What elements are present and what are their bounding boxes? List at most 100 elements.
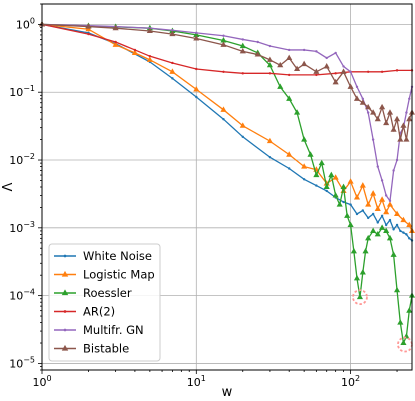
data-point [241,38,244,41]
data-point [408,97,411,100]
series-ar-2 [40,23,414,77]
data-point [146,27,153,34]
data-point [287,73,291,77]
data-point [379,224,386,230]
data-point [365,234,372,241]
data-point [379,103,386,110]
series-layer [38,21,415,346]
data-point [332,192,339,198]
data-point [370,227,377,233]
data-point [131,49,138,55]
data-point [268,44,272,48]
data-point [114,40,117,44]
data-point [400,122,407,128]
data-point [355,85,359,89]
data-point [406,221,413,228]
y-tick-label: 10−1 [9,84,35,99]
series-line [41,23,413,140]
data-point [112,41,119,47]
data-point [359,99,366,105]
legend-entry: Logistic Map [54,268,155,282]
y-tick-label: 100 [16,16,35,31]
data-point [370,190,377,196]
data-point [171,77,174,80]
data-point [254,51,261,57]
x-tick-label: 102 [341,374,360,389]
data-point [365,201,372,207]
data-point [408,237,411,240]
data-point [371,212,375,216]
data-point [402,231,405,234]
legend-entry: Multifr. GN [54,323,144,337]
data-point [171,61,174,65]
data-point [277,83,284,89]
data-point [340,68,347,74]
data-point [399,229,402,233]
data-point [356,293,364,300]
data-point [313,171,320,178]
data-point [287,48,291,52]
data-point [374,205,381,211]
data-point [266,56,273,62]
data-point [383,227,390,233]
data-point [266,137,273,144]
data-point [383,119,390,126]
data-point [222,34,225,37]
data-point [386,201,394,207]
data-point [268,72,272,75]
data-point [239,42,246,49]
data-point [390,126,397,132]
data-point [395,223,399,227]
data-point [342,200,345,204]
data-point [355,212,359,216]
data-point [87,32,90,36]
data-point [392,228,395,231]
data-point [85,23,92,29]
data-point [63,310,67,313]
data-point [169,30,176,37]
data-point [220,37,227,43]
series-line [41,23,413,232]
x-tick-label: 100 [32,374,51,389]
data-point [63,254,67,258]
data-point [302,178,306,181]
data-point [332,174,339,180]
data-point [383,208,390,215]
y-tick-label: 10−2 [9,152,35,167]
data-point [241,72,244,75]
y-tick-label: 10−5 [9,355,35,370]
data-point [395,158,399,162]
data-point [366,216,370,220]
data-point [344,212,351,218]
data-point [193,31,200,37]
data-point [393,286,401,293]
data-point [359,182,366,188]
data-point [318,159,325,166]
data-point [379,196,386,202]
series-line [41,23,413,346]
data-point [392,169,395,172]
data-point [361,97,365,100]
data-point [195,67,198,71]
series-bistable [38,21,415,142]
data-point [268,156,272,159]
data-point [384,194,388,197]
data-point [400,216,407,223]
data-point [386,109,394,115]
highlight-circle [352,289,368,306]
data-point [388,218,392,222]
data-point [266,61,273,68]
data-point [301,163,308,169]
y-axis-label: Λ [1,182,16,191]
data-point [353,95,361,101]
legend-label: Bistable [83,342,129,356]
data-point [61,344,69,351]
data-point [380,70,384,74]
x-axis-label: w [222,385,233,400]
y-tick-label: 10−3 [9,220,35,235]
data-point [315,184,318,187]
data-point [256,40,259,44]
data-point [340,183,347,190]
data-point [380,179,384,182]
